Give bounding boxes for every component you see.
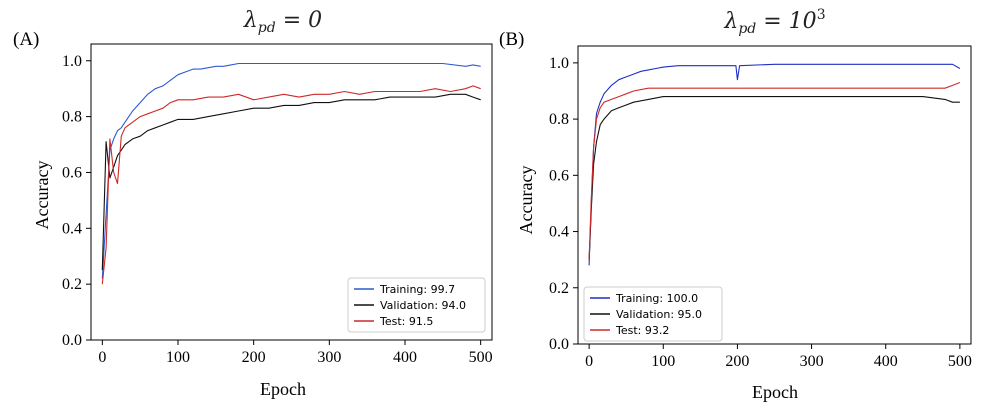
panel-a-ticks: 0 100 200 300 400 500 0.0 0.2 0.4 0.6 0.8 1.0	[62, 53, 493, 366]
series-validation-line	[588, 96, 960, 260]
panel-b: (B) λpd = 103 Epoch Accuracy 0 100 200 300 4…	[499, 7, 972, 402]
y-tick-label: 0.2	[549, 280, 569, 297]
legend-label-test: Test: 93.2	[615, 324, 669, 337]
panel-b-ylabel: Accuracy	[516, 166, 536, 235]
panel-b-letter: (B)	[499, 29, 524, 50]
x-tick-label: 200	[242, 349, 266, 366]
panel-a-xlabel: Epoch	[260, 379, 306, 399]
legend-label-training: Training: 100.0	[615, 292, 698, 305]
panel-a-letter: (A)	[13, 29, 39, 50]
panel-b-title-superscript: 3	[817, 7, 826, 23]
y-tick-label: 1.0	[62, 53, 82, 70]
panel-a-plot-frame	[90, 43, 493, 341]
y-tick-label: 0.6	[549, 167, 569, 184]
panel-a-title: λpd = 0	[243, 8, 322, 36]
panel-a-ylabel: Accuracy	[32, 161, 52, 230]
panel-b-ticks: 0 100 200 300 400 500 0.0 0.2 0.4 0.6 0.8 1.0	[549, 55, 972, 370]
y-tick-label: 0.8	[62, 109, 82, 126]
series-test-line	[588, 81, 961, 260]
legend-label-validation: Validation: 95.0	[616, 308, 702, 321]
y-tick-label: 0.8	[549, 111, 569, 128]
panel-a-title-prefix: λ	[243, 8, 258, 33]
panel-b-title-prefix: λ	[723, 9, 738, 34]
series-validation-line	[101, 93, 481, 271]
series-test-line	[101, 85, 481, 285]
y-tick-label: 0.6	[62, 164, 82, 181]
series-training-line	[101, 62, 481, 279]
x-tick-label: 400	[393, 349, 417, 366]
panel-a-series	[101, 62, 481, 285]
panel-a: (A) λpd = 0 Epoch Accuracy 0 100 200 300 400…	[13, 8, 493, 399]
legend-label-training: Training: 99.7	[379, 283, 455, 296]
panel-a-title-subscript: pd	[258, 20, 276, 36]
legend-box	[347, 277, 486, 333]
series-training-line	[588, 63, 961, 266]
panel-b-title: λpd = 103	[723, 7, 825, 37]
panel-b-legend: Training: 100.0 Validation: 95.0 Test: 93.…	[583, 286, 723, 342]
x-tick-label: 300	[317, 349, 341, 366]
y-tick-label: 0.0	[549, 336, 569, 353]
legend-label-test: Test: 91.5	[379, 315, 433, 328]
y-tick-label: 0.2	[62, 276, 82, 293]
x-tick-label: 500	[948, 353, 972, 370]
y-tick-label: 1.0	[549, 55, 569, 72]
x-tick-label: 0	[98, 349, 106, 366]
x-tick-label: 0	[585, 353, 593, 370]
x-tick-label: 300	[800, 353, 824, 370]
y-tick-label: 0.4	[549, 224, 569, 241]
panel-b-title-subscript: pd	[738, 21, 756, 37]
x-tick-label: 400	[874, 353, 898, 370]
y-tick-label: 0.4	[62, 220, 82, 237]
y-tick-label: 0.0	[62, 332, 82, 349]
legend-label-validation: Validation: 94.0	[380, 299, 466, 312]
panel-b-xlabel: Epoch	[752, 382, 798, 402]
panel-b-series	[588, 63, 961, 266]
panel-b-title-suffix: = 10	[756, 9, 816, 34]
panel-a-legend: Training: 99.7 Validation: 94.0 Test: 91.5	[347, 277, 486, 333]
x-tick-label: 500	[469, 349, 493, 366]
legend-box	[583, 286, 723, 342]
panel-b-plot-frame	[577, 45, 972, 345]
x-tick-label: 200	[725, 353, 749, 370]
panel-a-title-suffix: = 0	[276, 8, 322, 33]
x-tick-label: 100	[651, 353, 675, 370]
x-tick-label: 100	[166, 349, 190, 366]
